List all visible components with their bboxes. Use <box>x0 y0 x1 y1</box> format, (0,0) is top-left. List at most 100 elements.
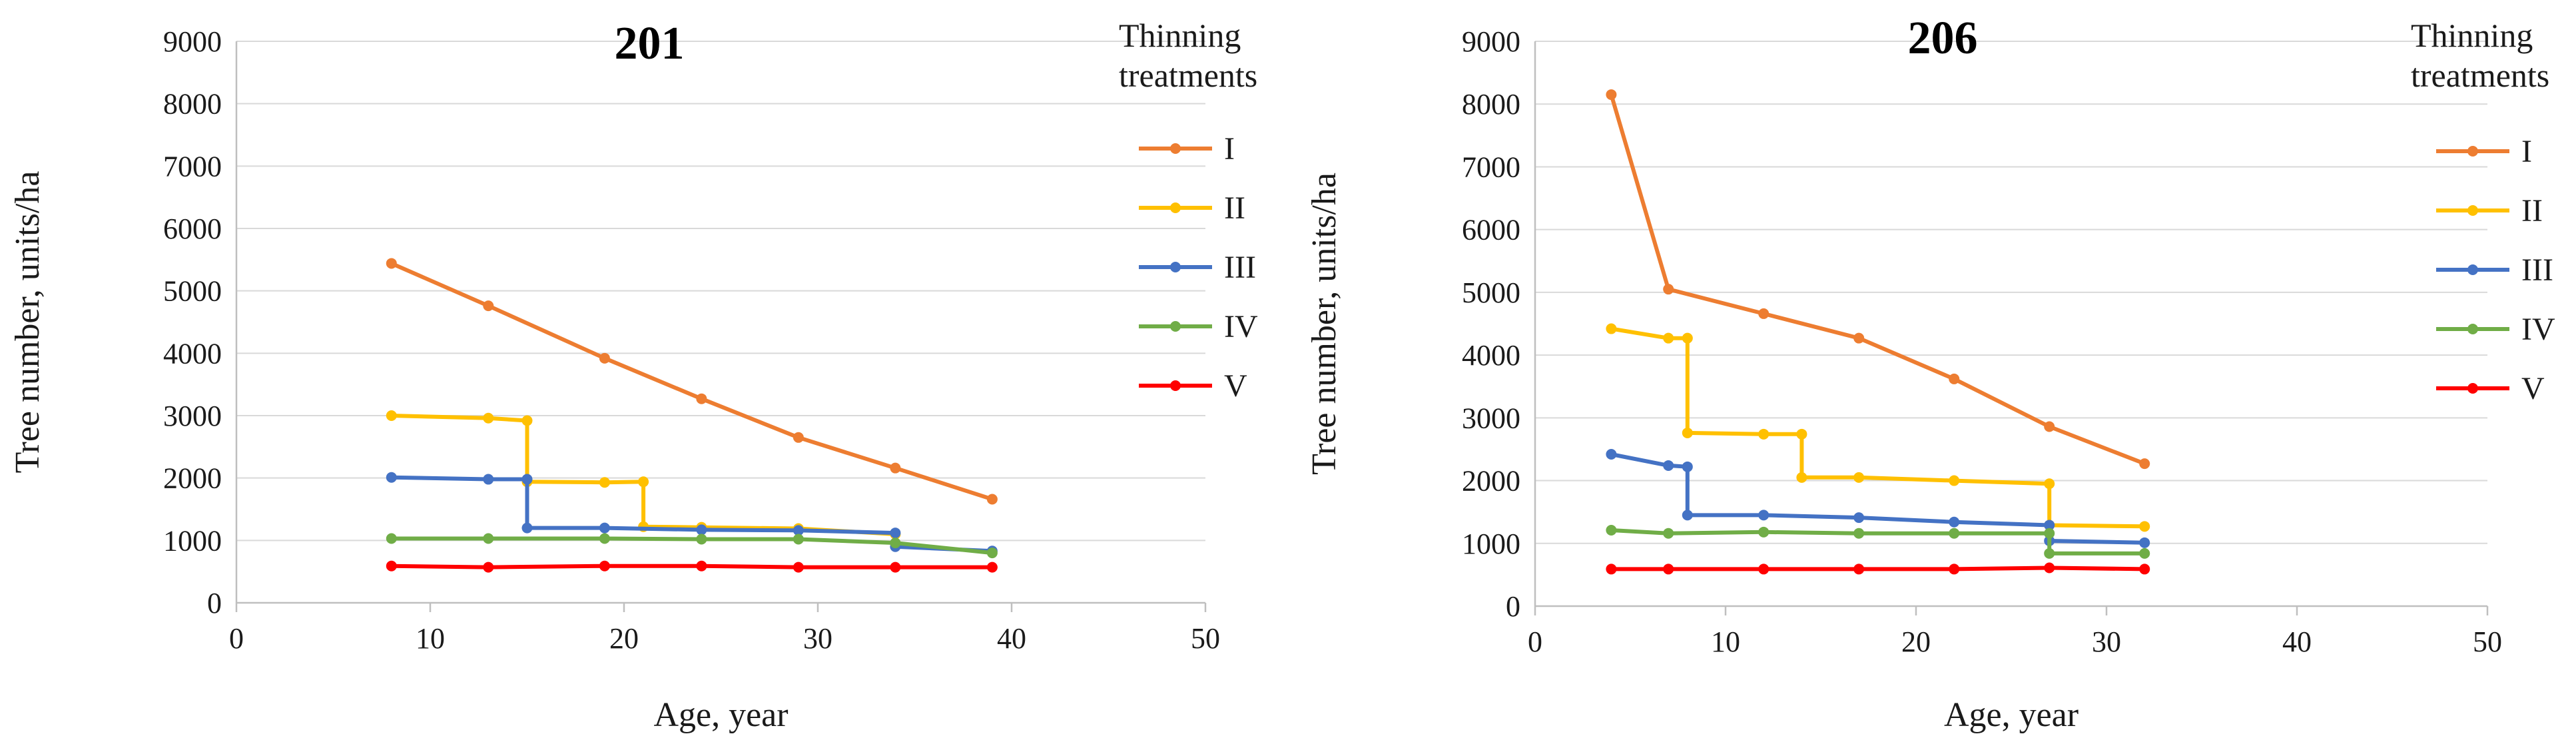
data-point <box>1663 460 1674 471</box>
y-tick-label: 5000 <box>1462 276 1520 309</box>
series-II <box>1606 323 2150 532</box>
data-point <box>1606 448 1617 460</box>
x-tick-label: 10 <box>416 622 445 655</box>
data-point <box>483 474 494 485</box>
legend-marker <box>1170 202 1181 213</box>
data-point <box>1853 564 1865 575</box>
chart-panel-206: 0 1000 2000 3000 4000 5000 6000 7000 8000 9000 0 10… <box>1305 13 2555 734</box>
y-tick-label: 5000 <box>163 275 222 308</box>
data-point <box>1682 461 1693 472</box>
legend-title: Thinning <box>2411 17 2533 54</box>
y-tick-label: 8000 <box>163 88 222 121</box>
data-point <box>890 462 901 474</box>
data-point <box>696 534 707 545</box>
legend-marker <box>1170 380 1181 391</box>
data-point <box>521 522 533 534</box>
data-point <box>599 522 610 534</box>
y-tick-label: 4000 <box>1462 339 1520 372</box>
legend-label: V <box>1224 368 1247 404</box>
y-tick-label: 3000 <box>163 400 222 432</box>
x-tick-label: 50 <box>1191 622 1220 655</box>
data-point <box>986 562 998 573</box>
data-point <box>599 533 610 544</box>
legend-marker <box>2467 205 2478 216</box>
y-axis-title: Tree number, units/ha <box>9 171 47 474</box>
data-point <box>890 538 901 549</box>
data-point <box>1663 284 1674 295</box>
legend-label: II <box>1224 190 1245 226</box>
data-point <box>1606 564 1617 575</box>
data-point <box>890 562 901 573</box>
data-point <box>890 528 901 539</box>
legend-title: treatments <box>1119 57 1257 94</box>
data-point <box>2139 537 2150 548</box>
legend-title: Thinning <box>1119 17 1241 54</box>
data-point <box>793 534 804 545</box>
data-point <box>1949 373 1960 384</box>
data-point <box>599 560 610 571</box>
x-axis-title: Age, year <box>653 696 788 734</box>
data-point <box>1758 526 1770 538</box>
data-point <box>1682 427 1693 438</box>
y-tick-label: 1000 <box>163 524 222 557</box>
legend-label: II <box>2521 193 2543 228</box>
legend-title: treatments <box>2411 57 2549 94</box>
series-II <box>386 410 901 540</box>
data-point <box>2044 528 2055 539</box>
series-I <box>1606 89 2150 470</box>
series-line <box>1611 565 2145 571</box>
data-point <box>2044 562 2055 573</box>
data-point <box>986 548 998 559</box>
legend-label: III <box>1224 250 1256 285</box>
data-point <box>2044 548 2055 559</box>
data-point <box>2139 521 2150 532</box>
data-point <box>386 472 397 483</box>
y-tick-label: 0 <box>207 587 222 619</box>
y-tick-label: 2000 <box>1462 465 1520 498</box>
data-point <box>2044 421 2055 432</box>
legend-label: I <box>2521 134 2532 169</box>
data-point <box>1758 428 1770 440</box>
data-point <box>1663 332 1674 344</box>
x-tick-label: 40 <box>997 622 1026 655</box>
data-point <box>1853 528 1865 539</box>
data-point <box>696 560 707 571</box>
y-tick-label: 0 <box>1506 590 1520 623</box>
y-tick-label: 3000 <box>1462 402 1520 434</box>
y-tick-label: 2000 <box>163 462 222 495</box>
y-tick-label: 7000 <box>1462 151 1520 183</box>
legend-label: IV <box>1224 309 1258 344</box>
data-point <box>793 525 804 536</box>
legend-marker <box>1170 321 1181 332</box>
data-point <box>599 352 610 364</box>
data-point <box>1682 332 1693 344</box>
data-point <box>1606 323 1617 334</box>
y-tick-label: 9000 <box>163 25 222 58</box>
chart-title: 206 <box>1908 13 1978 64</box>
data-point <box>1949 516 1960 528</box>
data-point <box>599 477 610 488</box>
data-point <box>986 494 998 505</box>
data-point <box>2044 520 2055 531</box>
data-point <box>1796 472 1807 483</box>
x-tick-label: 30 <box>2092 625 2121 658</box>
data-point <box>521 415 533 426</box>
data-point <box>1682 510 1693 521</box>
data-point <box>2044 478 2055 490</box>
series-I <box>386 258 998 505</box>
data-point <box>1796 428 1807 440</box>
data-point <box>1758 510 1770 521</box>
data-point <box>483 300 494 312</box>
series-IV <box>386 533 998 559</box>
y-tick-label: 9000 <box>1462 25 1520 58</box>
series-line <box>1609 94 2146 466</box>
y-tick-label: 1000 <box>1462 528 1520 560</box>
data-point <box>386 410 397 421</box>
y-tick-label: 6000 <box>163 212 222 245</box>
data-point <box>793 562 804 573</box>
data-point <box>638 476 649 488</box>
x-tick-label: 20 <box>1901 625 1931 658</box>
data-point <box>1606 524 1617 536</box>
